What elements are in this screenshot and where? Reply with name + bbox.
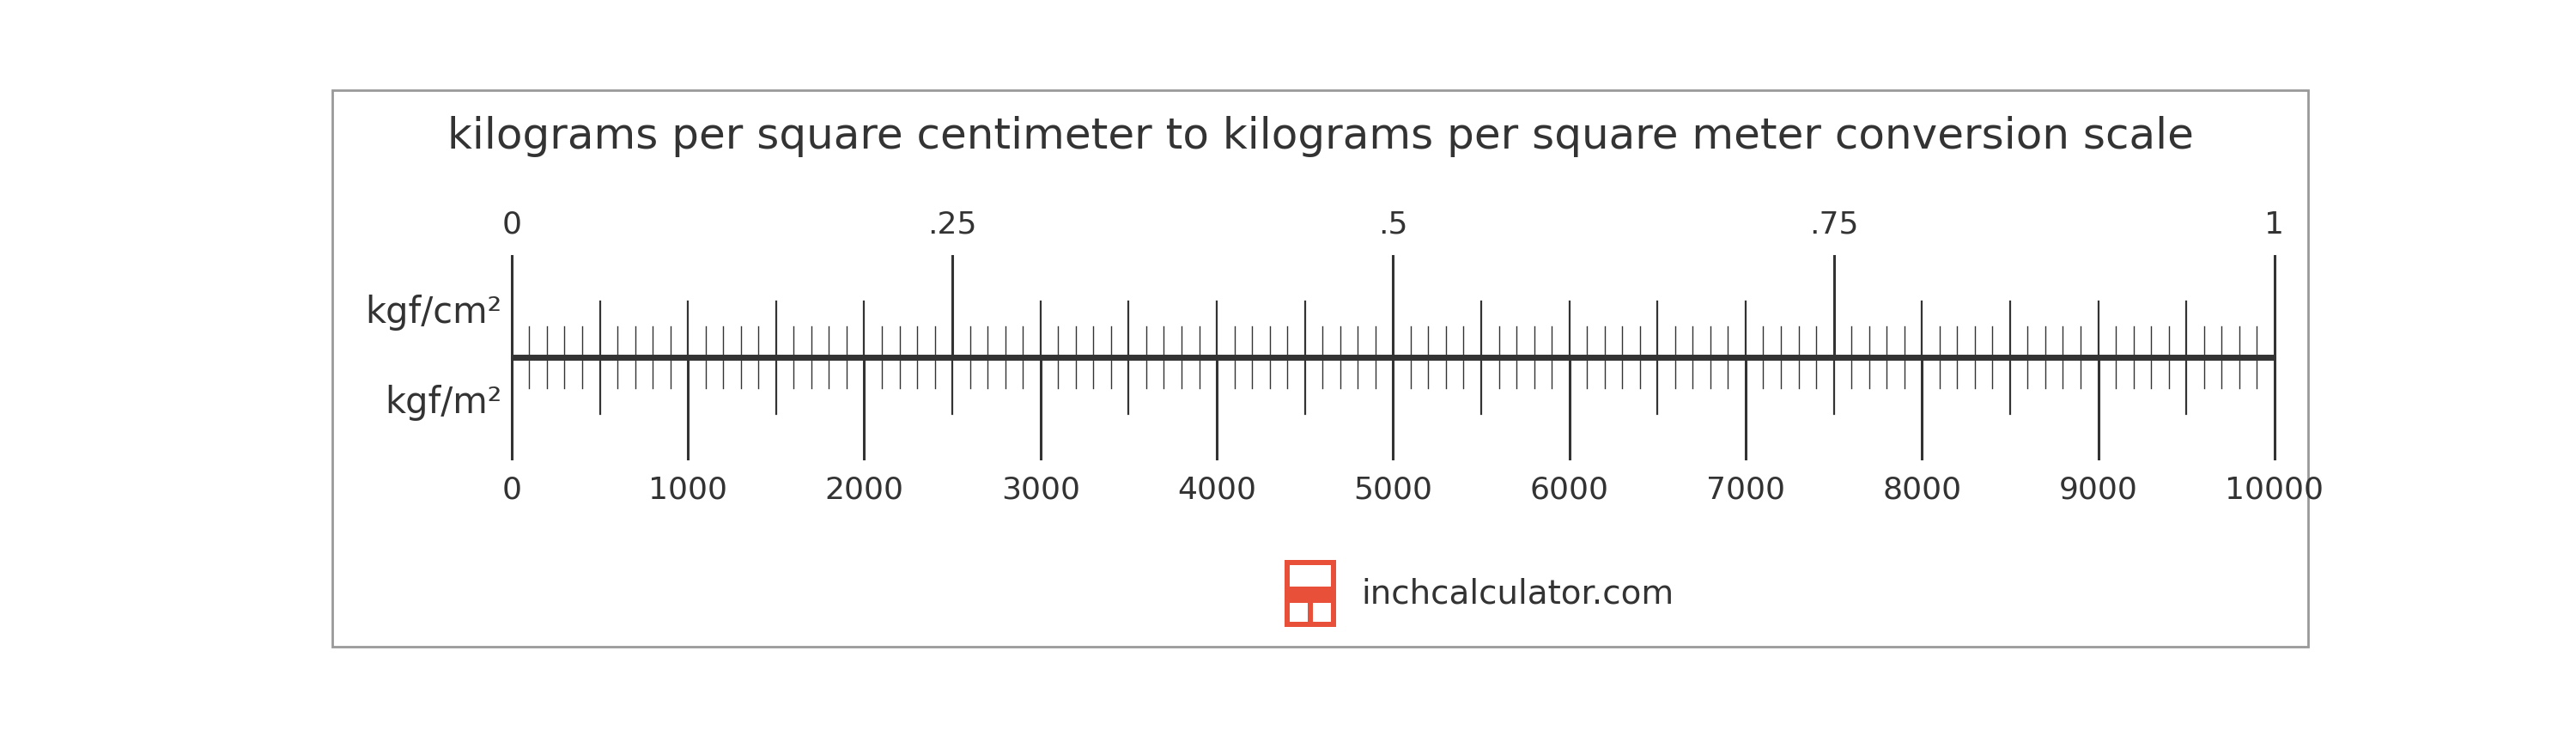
Text: 9000: 9000 (2058, 475, 2138, 504)
Text: .75: .75 (1808, 210, 1857, 239)
Text: 6000: 6000 (1530, 475, 1610, 504)
Bar (1314, 603, 1332, 622)
Text: 1000: 1000 (649, 475, 726, 504)
Text: 10000: 10000 (2226, 475, 2324, 504)
Text: .5: .5 (1378, 210, 1409, 239)
Text: 3000: 3000 (1002, 475, 1079, 504)
Text: inchcalculator.com: inchcalculator.com (1363, 577, 1674, 610)
Text: 1: 1 (2264, 210, 2285, 239)
Text: 7000: 7000 (1705, 475, 1785, 504)
Text: 8000: 8000 (1883, 475, 1960, 504)
Text: .25: .25 (927, 210, 976, 239)
Text: 5000: 5000 (1352, 475, 1432, 504)
Text: 2000: 2000 (824, 475, 904, 504)
Text: kgf/m²: kgf/m² (384, 384, 502, 420)
Text: 0: 0 (502, 475, 520, 504)
Text: kilograms per square centimeter to kilograms per square meter conversion scale: kilograms per square centimeter to kilog… (448, 116, 2192, 157)
Bar (1291, 603, 1309, 622)
Bar (1285, 560, 1337, 627)
Bar (1291, 565, 1332, 587)
Text: 4000: 4000 (1177, 475, 1257, 504)
Text: kgf/cm²: kgf/cm² (366, 294, 502, 331)
Text: 0: 0 (502, 210, 520, 239)
